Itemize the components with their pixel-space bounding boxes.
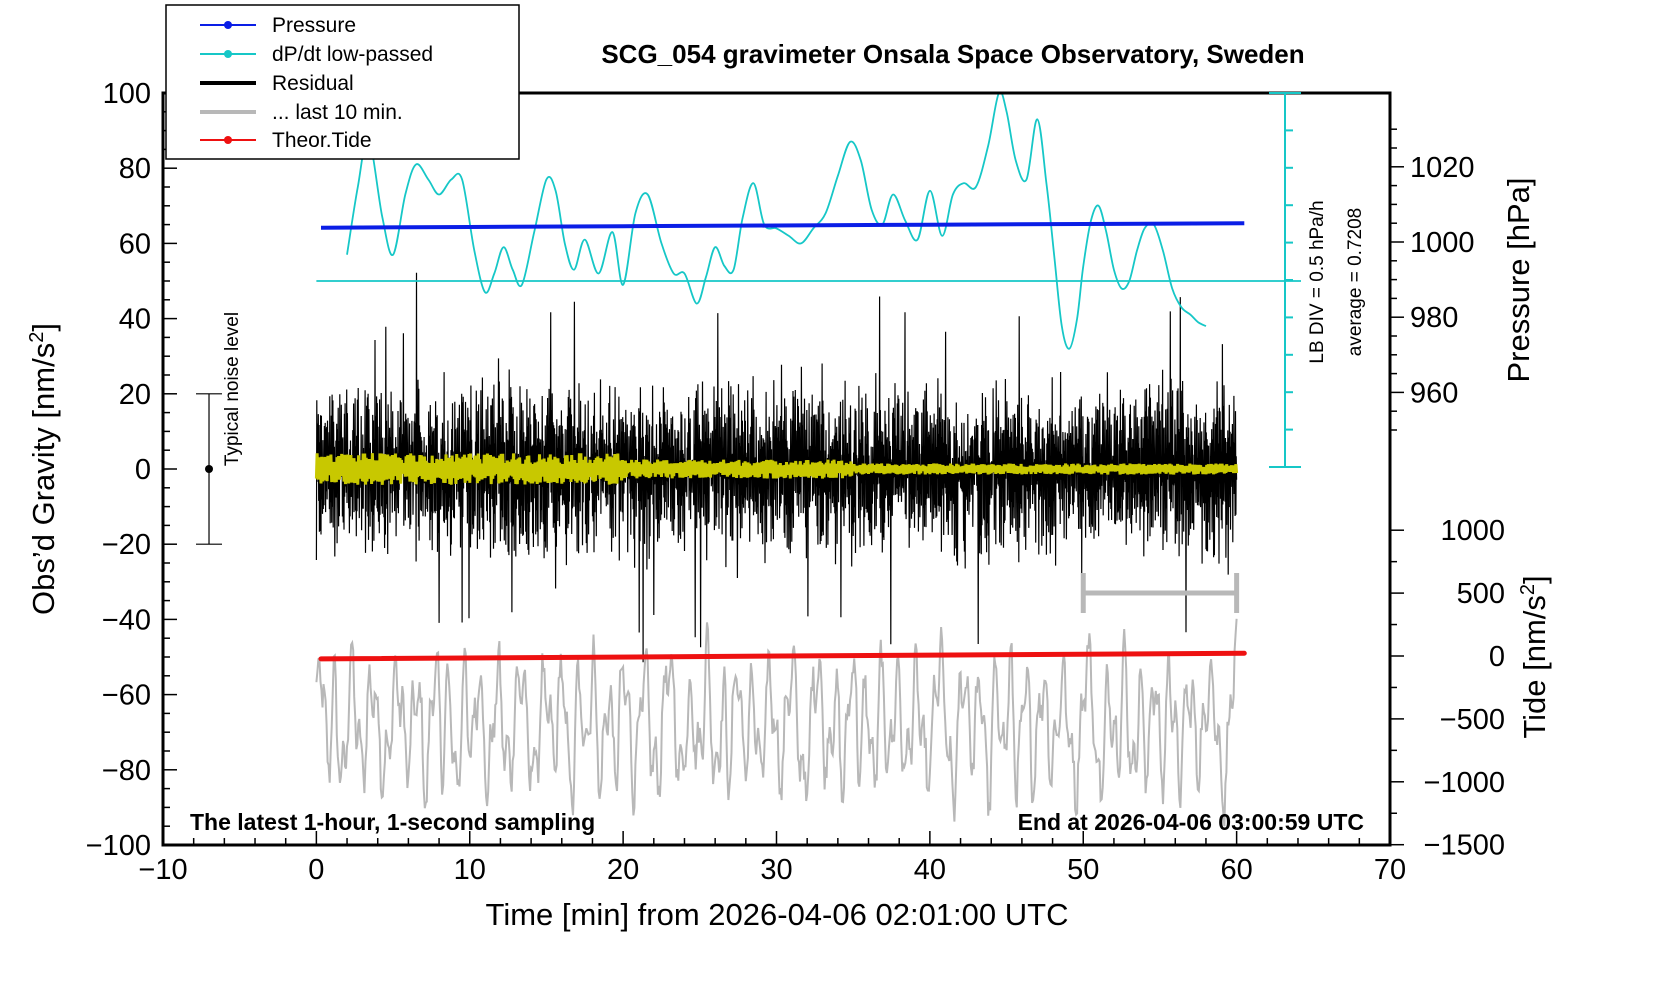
y-tick-label: −20 — [102, 529, 151, 561]
pressure-line — [320, 221, 1245, 230]
legend-dpdt-marker — [224, 50, 232, 58]
x-axis-label: Time [min] from 2026-04-06 02:01:00 UTC — [486, 897, 1069, 932]
pressure-tick-label: 980 — [1410, 302, 1458, 334]
x-tick-label: −10 — [138, 854, 187, 886]
legend-dpdt-label: dP/dt low-passed — [272, 43, 433, 66]
bottom-left-note: The latest 1-hour, 1-second sampling — [190, 809, 595, 835]
legend: Pressure dP/dt low-passed Residual ... l… — [165, 4, 520, 160]
x-tick-label: 40 — [914, 854, 946, 886]
x-tick-label: 70 — [1374, 854, 1406, 886]
residual-line — [315, 272, 1238, 663]
x-axis: −10 0 10 20 30 40 50 60 70 — [138, 831, 1406, 886]
chart-title: SCG_054 gravimeter Onsala Space Observat… — [601, 39, 1304, 69]
x-tick-label: 50 — [1067, 854, 1099, 886]
residual-smoothed-line — [314, 453, 1239, 485]
pressure-tick-label: 1020 — [1410, 152, 1475, 184]
legend-last10-label: ... last 10 min. — [272, 101, 403, 124]
dpdt-line — [346, 93, 1207, 350]
pressure-tick-label: 1000 — [1410, 227, 1475, 259]
average-label: average = 0.7208 — [1345, 208, 1366, 356]
y-tick-label: 80 — [119, 153, 151, 185]
pressure-axis-label: Pressure [hPa] — [1501, 177, 1536, 382]
tide-tick-label: −1000 — [1424, 767, 1505, 799]
y-tick-label: 100 — [103, 78, 151, 110]
y-tick-label: −40 — [102, 604, 151, 636]
x-tick-label: 0 — [308, 854, 324, 886]
noise-bar-center — [205, 465, 214, 473]
y-axis: −100 −80 −60 −40 −20 0 20 40 60 80 100 — [86, 78, 177, 862]
x-tick-label: 20 — [607, 854, 639, 886]
x-tick-label: 30 — [760, 854, 792, 886]
theoretical-tide-line — [318, 650, 1247, 662]
pressure-series — [320, 221, 1245, 230]
pressure-tick-label: 960 — [1410, 377, 1458, 409]
legend-residual-label: Residual — [272, 72, 354, 95]
residual-series — [315, 272, 1238, 663]
last-10-min-line — [315, 618, 1238, 827]
tide-tick-label: 500 — [1457, 578, 1505, 610]
y-tick-label: 40 — [119, 304, 151, 336]
pressure-axis: 960 980 1000 1020 — [1390, 128, 1475, 431]
dpdt-series — [316, 93, 1301, 350]
last-10-min-series — [315, 618, 1238, 827]
tide-axis: −1500 −1000 −500 0 500 1000 — [1390, 515, 1505, 862]
tide-tick-label: −1500 — [1424, 830, 1505, 862]
lb-div-label: LB DIV = 0.5 hPa/h — [1307, 200, 1328, 363]
bottom-right-note: End at 2026-04-06 03:00:59 UTC — [1018, 809, 1364, 835]
theoretical-tide-series — [318, 650, 1247, 662]
tide-tick-label: 0 — [1489, 641, 1505, 673]
x-tick-label: 60 — [1220, 854, 1252, 886]
noise-level-label: Typical noise level — [222, 312, 243, 466]
legend-pressure-label: Pressure — [272, 14, 356, 37]
y-tick-label: 60 — [119, 228, 151, 260]
residual-smoothed-series — [314, 453, 1239, 485]
y-tick-label: 20 — [119, 379, 151, 411]
legend-tide-label: Theor.Tide — [272, 129, 372, 152]
lb-div-axis — [1269, 92, 1301, 468]
y-tick-label: −80 — [102, 755, 151, 787]
y-tick-label: −60 — [102, 680, 151, 712]
last10-bracket — [1080, 573, 1240, 613]
tide-axis-label: Tide [nm/s2] — [1517, 575, 1552, 738]
tide-tick-label: 1000 — [1440, 515, 1505, 547]
y-tick-label: 0 — [135, 454, 151, 486]
y-tick-label: −100 — [86, 830, 151, 862]
tide-tick-label: −500 — [1440, 704, 1505, 736]
noise-bar — [196, 393, 223, 545]
y-axis-label: Obs’d Gravity [nm/s2] — [26, 323, 61, 615]
legend-pressure-marker — [224, 21, 232, 29]
legend-tide-marker — [224, 136, 232, 144]
x-tick-label: 10 — [454, 854, 486, 886]
